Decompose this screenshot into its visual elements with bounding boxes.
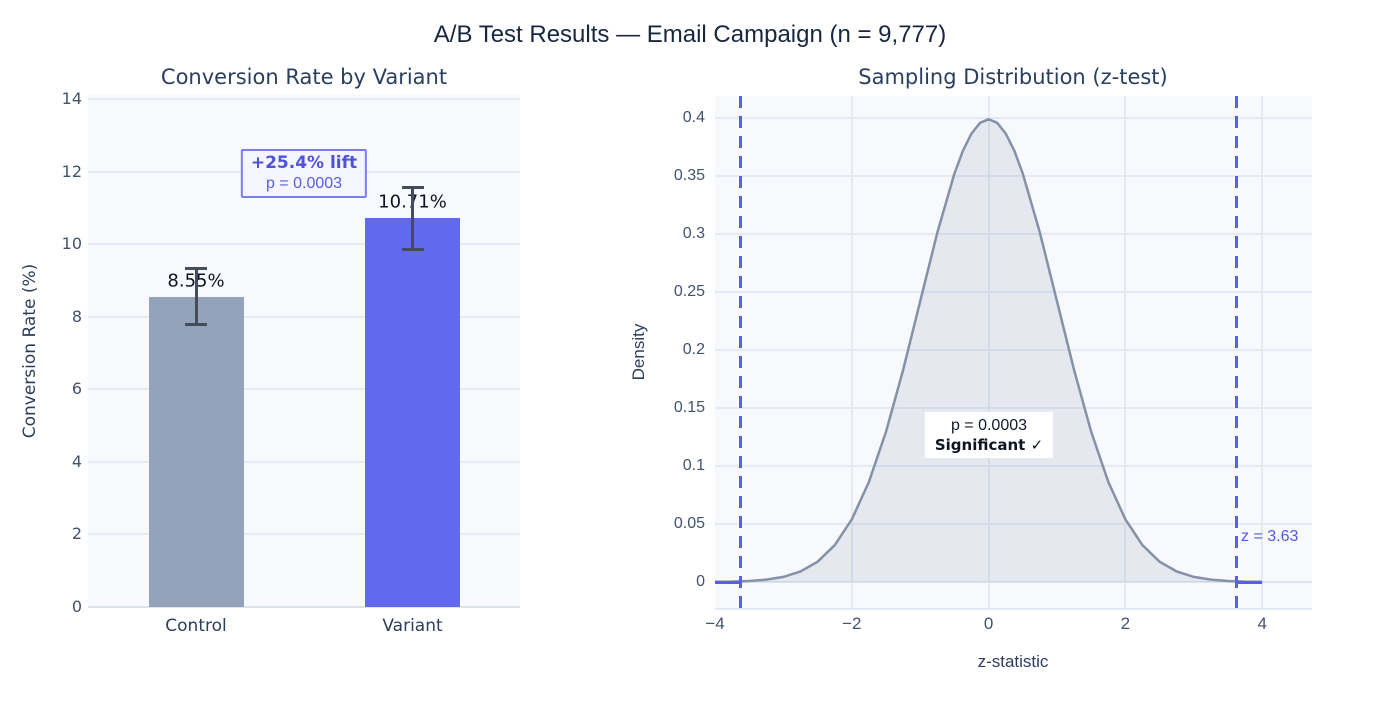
error-bar-cap bbox=[185, 323, 207, 327]
figure-title: A/B Test Results — Email Campaign (n = 9… bbox=[433, 21, 947, 48]
y-axis-tick-label: 0.25 bbox=[673, 283, 705, 300]
y-axis-tick-label: 0 bbox=[696, 573, 705, 590]
error-bar bbox=[411, 186, 414, 250]
y-axis-tick-label: 8 bbox=[71, 306, 82, 326]
lift-annotation-pvalue: p = 0.0003 bbox=[265, 175, 343, 192]
gridline bbox=[88, 388, 520, 391]
gridline bbox=[1261, 96, 1264, 608]
significance-annotation-pvalue: p = 0.0003 bbox=[950, 417, 1028, 434]
y-axis-tick-label: 10 bbox=[61, 234, 82, 254]
bar-chart-title: Conversion Rate by Variant bbox=[160, 65, 448, 89]
y-axis-tick-label: 0 bbox=[71, 597, 82, 616]
gridline bbox=[715, 407, 1312, 409]
distribution-chart-title: Sampling Distribution (z-test) bbox=[858, 65, 1168, 89]
y-axis-tick-label: 14 bbox=[61, 89, 82, 108]
gridline bbox=[88, 315, 520, 318]
x-axis-tick-label: 2 bbox=[1120, 614, 1131, 633]
x-axis-title-z-statistic: z-statistic bbox=[977, 652, 1049, 671]
y-axis-tick-label: 2 bbox=[71, 524, 82, 544]
x-axis-category-label: Control bbox=[165, 616, 227, 636]
zero-line bbox=[715, 581, 1312, 583]
z-statistic-annotation: z = 3.63 bbox=[1241, 528, 1299, 545]
y-axis-tick-label: 12 bbox=[61, 161, 82, 181]
bar-chart-plot-area: +25.4% lift p = 0.0003 8.55%10.71% bbox=[88, 95, 520, 608]
gridline bbox=[88, 98, 520, 100]
lift-annotation-box: +25.4% lift p = 0.0003 bbox=[240, 149, 368, 198]
significance-annotation-verdict: Significant ✓ bbox=[934, 436, 1044, 454]
error-bar-cap bbox=[185, 267, 207, 271]
y-axis-tick-label: 0.05 bbox=[673, 515, 705, 532]
x-axis-tick-label: −4 bbox=[705, 614, 725, 633]
y-axis-tick-label: 0.4 bbox=[682, 109, 705, 126]
gridline bbox=[715, 349, 1312, 351]
gridline bbox=[850, 96, 853, 608]
gridline bbox=[715, 175, 1312, 177]
gridline bbox=[715, 233, 1312, 235]
gridline bbox=[987, 96, 990, 608]
x-axis-tick-label: 4 bbox=[1257, 614, 1267, 633]
x-axis-tick-label: −2 bbox=[842, 614, 862, 633]
critical-value-line bbox=[738, 96, 742, 608]
curve-fill bbox=[715, 119, 1263, 582]
rejection-region-segment bbox=[1236, 580, 1263, 584]
x-axis-category-label: Variant bbox=[382, 616, 443, 636]
bar-variant bbox=[365, 218, 460, 607]
x-axis-tick-label: 0 bbox=[983, 614, 994, 633]
gridline bbox=[88, 533, 520, 536]
gridline bbox=[88, 460, 520, 463]
gridline bbox=[715, 117, 1312, 119]
rejection-region-segment bbox=[715, 580, 741, 584]
y-axis-tick-label: 0.2 bbox=[682, 341, 705, 358]
error-bar bbox=[194, 268, 198, 326]
bar-control bbox=[148, 296, 244, 607]
y-axis-tick-label: 0.1 bbox=[682, 457, 705, 474]
gridline bbox=[1124, 96, 1127, 608]
gridline bbox=[715, 465, 1312, 467]
y-axis-tick-label: 0.15 bbox=[673, 399, 705, 416]
y-axis-tick-label: 6 bbox=[71, 379, 82, 399]
significance-annotation-box: p = 0.0003 Significant ✓ bbox=[924, 412, 1054, 458]
zero-line bbox=[88, 606, 520, 608]
y-axis-tick-label: 0.35 bbox=[673, 167, 705, 184]
error-bar-cap bbox=[401, 247, 424, 251]
normal-curve bbox=[715, 117, 1263, 584]
gridline bbox=[88, 243, 520, 246]
y-axis-tick-label: 4 bbox=[71, 451, 82, 471]
critical-value-line bbox=[1235, 96, 1239, 608]
y-axis-title-conversion-rate: Conversion Rate (%) bbox=[20, 263, 40, 439]
y-axis-tick-label: 0.3 bbox=[682, 225, 705, 242]
curve-line bbox=[715, 117, 1263, 584]
distribution-plot-area: p = 0.0003 Significant ✓ z = 3.63 bbox=[715, 96, 1312, 610]
lift-annotation-value: +25.4% lift bbox=[250, 153, 358, 173]
gridline bbox=[715, 523, 1312, 525]
gridline bbox=[715, 291, 1312, 293]
error-bar-cap bbox=[401, 185, 424, 189]
